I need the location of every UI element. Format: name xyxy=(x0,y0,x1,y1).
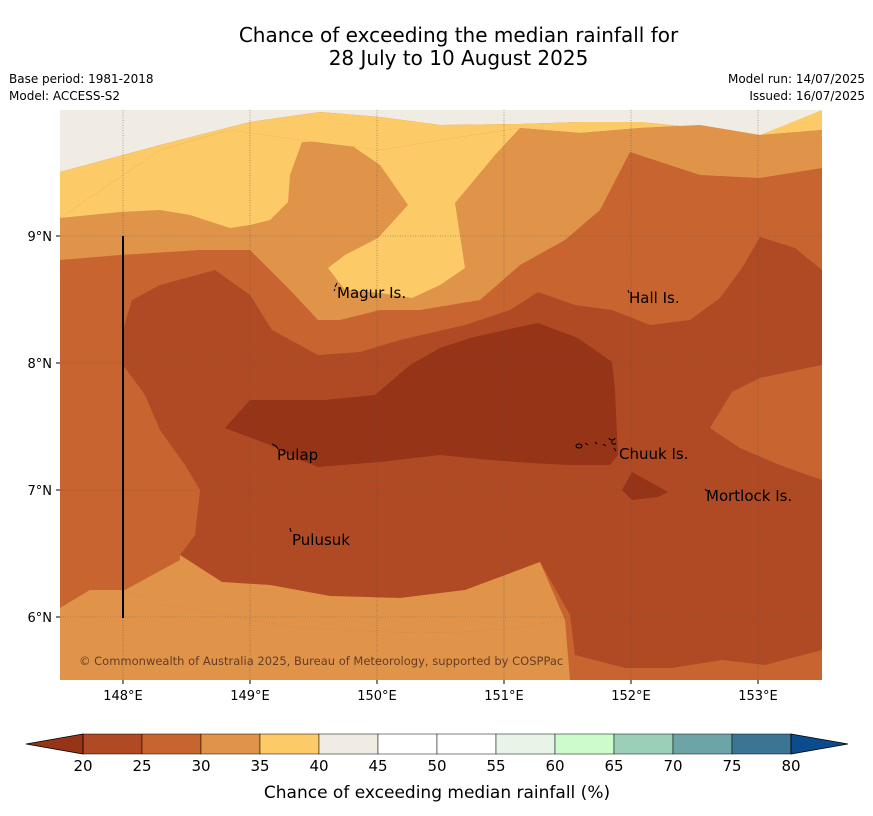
colorbar-label: Chance of exceeding median rainfall (%) xyxy=(264,783,610,803)
colorbar-box xyxy=(672,733,733,755)
map-title-line1: Chance of exceeding the median rainfall … xyxy=(238,23,679,47)
colorbar-box xyxy=(141,733,202,755)
colorbar-tick-label: 25 xyxy=(132,757,151,775)
colorbar-tick-label: 40 xyxy=(309,757,328,775)
lat-label-8: 8°N xyxy=(28,357,53,372)
colorbar-tick-label: 70 xyxy=(663,757,682,775)
metadata-left: Base period: 1981-2018 Model: ACCESS-S2 xyxy=(9,71,154,105)
colorbar-tick-label: 65 xyxy=(604,757,623,775)
colorbar-box xyxy=(200,733,261,755)
region-30-35-lower xyxy=(60,555,565,680)
colorbar-box xyxy=(377,733,438,755)
copyright-text: © Commonwealth of Australia 2025, Bureau… xyxy=(79,654,563,668)
base-period-text: Base period: 1981-2018 xyxy=(9,72,154,86)
label-chuuk-is: Chuuk Is. xyxy=(619,445,688,463)
colorbar-box xyxy=(613,733,674,755)
map-tick-marks xyxy=(56,235,759,684)
colorbar-box xyxy=(82,733,143,755)
lon-label-150: 150°E xyxy=(357,689,397,704)
map-title-line2: 28 July to 10 August 2025 xyxy=(328,46,589,70)
colorbar-tick-labels: 20 25 30 35 40 45 50 55 60 65 70 75 80 xyxy=(73,757,800,775)
colorbar-box xyxy=(436,733,497,755)
lon-label-149: 149°E xyxy=(230,689,270,704)
model-run-text: Model run: 14/07/2025 xyxy=(727,72,865,86)
colorbar-tick-label: 55 xyxy=(486,757,505,775)
colorbar-box xyxy=(318,733,379,755)
label-hall-is: Hall Is. xyxy=(629,289,680,307)
map-fill-regions xyxy=(60,110,822,680)
map-gridlines xyxy=(60,110,822,680)
colorbar-tick-label: 75 xyxy=(722,757,741,775)
model-text: Model: ACCESS-S2 xyxy=(9,89,121,103)
label-magur-is: Magur Is. xyxy=(337,284,406,302)
region-25-30-east xyxy=(710,365,822,480)
colorbar-boxes xyxy=(82,733,792,755)
region-below-20-small xyxy=(622,472,668,500)
island-markers xyxy=(271,282,708,533)
region-30-35-corner xyxy=(60,590,570,680)
colorbar-over-arrow xyxy=(790,733,849,755)
lon-label-148: 148°E xyxy=(103,689,143,704)
lat-label-7: 7°N xyxy=(28,484,53,499)
colorbar-tick-label: 80 xyxy=(781,757,800,775)
metadata-right: Model run: 14/07/2025 Issued: 16/07/2025 xyxy=(728,71,865,105)
colorbar-box xyxy=(495,733,556,755)
label-pulusuk: Pulusuk xyxy=(292,531,350,549)
lat-label-9: 9°N xyxy=(28,230,53,245)
colorbar-under-arrow xyxy=(25,733,84,755)
colorbar-box xyxy=(554,733,615,755)
lon-label-152: 152°E xyxy=(611,689,651,704)
colorbar-tick-label: 30 xyxy=(191,757,210,775)
colorbar-box xyxy=(259,733,320,755)
colorbar-tick-label: 35 xyxy=(250,757,269,775)
label-pulap: Pulap xyxy=(277,446,318,464)
colorbar-tick-label: 20 xyxy=(73,757,92,775)
region-35-40-lobe xyxy=(60,128,520,298)
colorbar-tick-label: 45 xyxy=(368,757,387,775)
label-mortlock-is: Mortlock Is. xyxy=(706,487,792,505)
colorbar-tick-label: 50 xyxy=(427,757,446,775)
lon-label-151: 151°E xyxy=(484,689,524,704)
colorbar-box xyxy=(731,733,792,755)
region-below-20 xyxy=(225,323,618,467)
region-35-40 xyxy=(60,110,822,218)
lon-label-153: 153°E xyxy=(738,689,778,704)
region-40-45 xyxy=(60,110,822,172)
issued-text: Issued: 16/07/2025 xyxy=(749,89,865,103)
lat-label-6: 6°N xyxy=(28,611,53,626)
colorbar-tick-label: 60 xyxy=(545,757,564,775)
